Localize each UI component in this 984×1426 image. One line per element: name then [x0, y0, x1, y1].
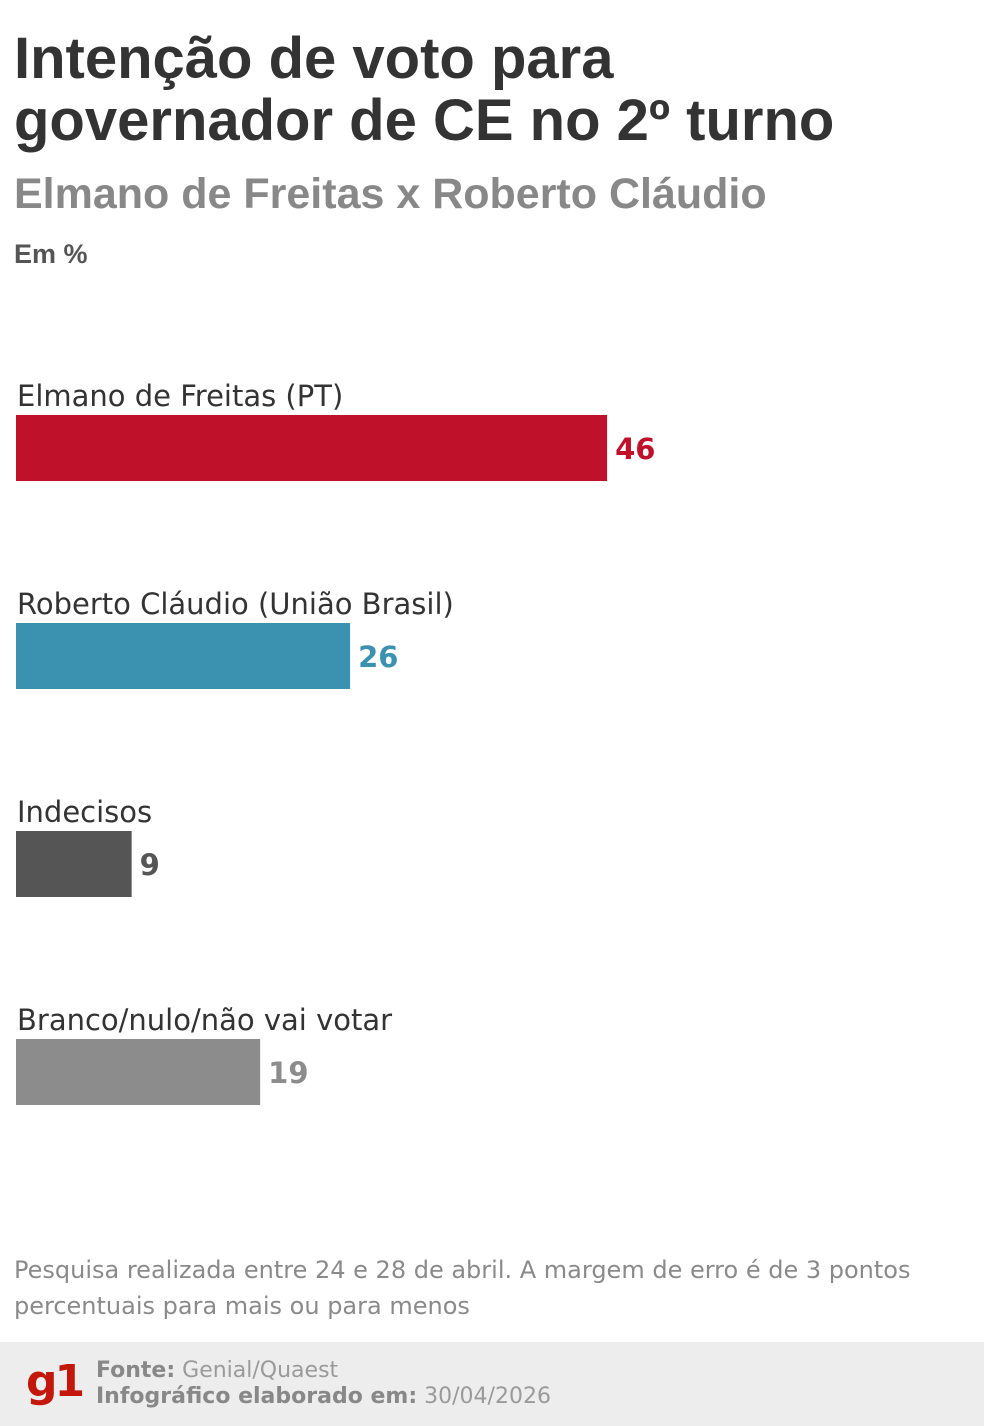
methodology-note: Pesquisa realizada entre 24 e 28 de abri…	[14, 1256, 911, 1320]
bar-roberto-claudio-uniao-brasil	[16, 623, 351, 689]
credits: Fonte: Genial/Quaest Infográfico elabora…	[96, 1358, 551, 1410]
made-value: 30/04/2026	[424, 1384, 551, 1409]
source-value: Genial/Quaest	[182, 1358, 339, 1383]
unit-label: Em %	[14, 239, 88, 269]
category-label-roberto-claudio-uniao-brasil: Roberto Cláudio (União Brasil)	[17, 587, 454, 621]
made-line: Infográfico elaborado em: 30/04/2026	[96, 1384, 551, 1410]
category-label-elmano-de-freitas-pt: Elmano de Freitas (PT)	[17, 379, 343, 413]
bar-chart: Elmano de Freitas (PT) 46 Roberto Cláudio …	[16, 379, 655, 1105]
category-label-branco-nulo-nao-vai-votar: Branco/nulo/não vai votar	[17, 1003, 392, 1037]
source-label: Fonte:	[96, 1358, 176, 1383]
bar-elmano-de-freitas-pt	[16, 415, 608, 481]
value-label-indecisos: 9	[140, 848, 160, 882]
value-label-branco-nulo-nao-vai-votar: 19	[268, 1056, 308, 1090]
made-label: Infográfico elaborado em:	[96, 1384, 418, 1409]
value-label-elmano-de-freitas-pt: 46	[615, 432, 655, 466]
category-label-indecisos: Indecisos	[17, 795, 152, 829]
footer-bar: g1 Fonte: Genial/Quaest Infográfico elab…	[0, 1342, 984, 1426]
value-label-roberto-claudio-uniao-brasil: 26	[358, 640, 398, 674]
chart-subtitle: Elmano de Freitas x Roberto Cláudio	[14, 170, 767, 218]
chart-title-line-1: Intenção de voto para	[14, 26, 614, 91]
chart-title-line-2: governador de CE no 2º turno	[14, 88, 835, 153]
source-line: Fonte: Genial/Quaest	[96, 1358, 551, 1384]
chart-title: Intenção de voto para governador de CE n…	[14, 28, 954, 152]
bar-indecisos	[16, 831, 132, 897]
bar-branco-nulo-nao-vai-votar	[16, 1039, 261, 1105]
g1-logo: g1	[26, 1356, 85, 1407]
